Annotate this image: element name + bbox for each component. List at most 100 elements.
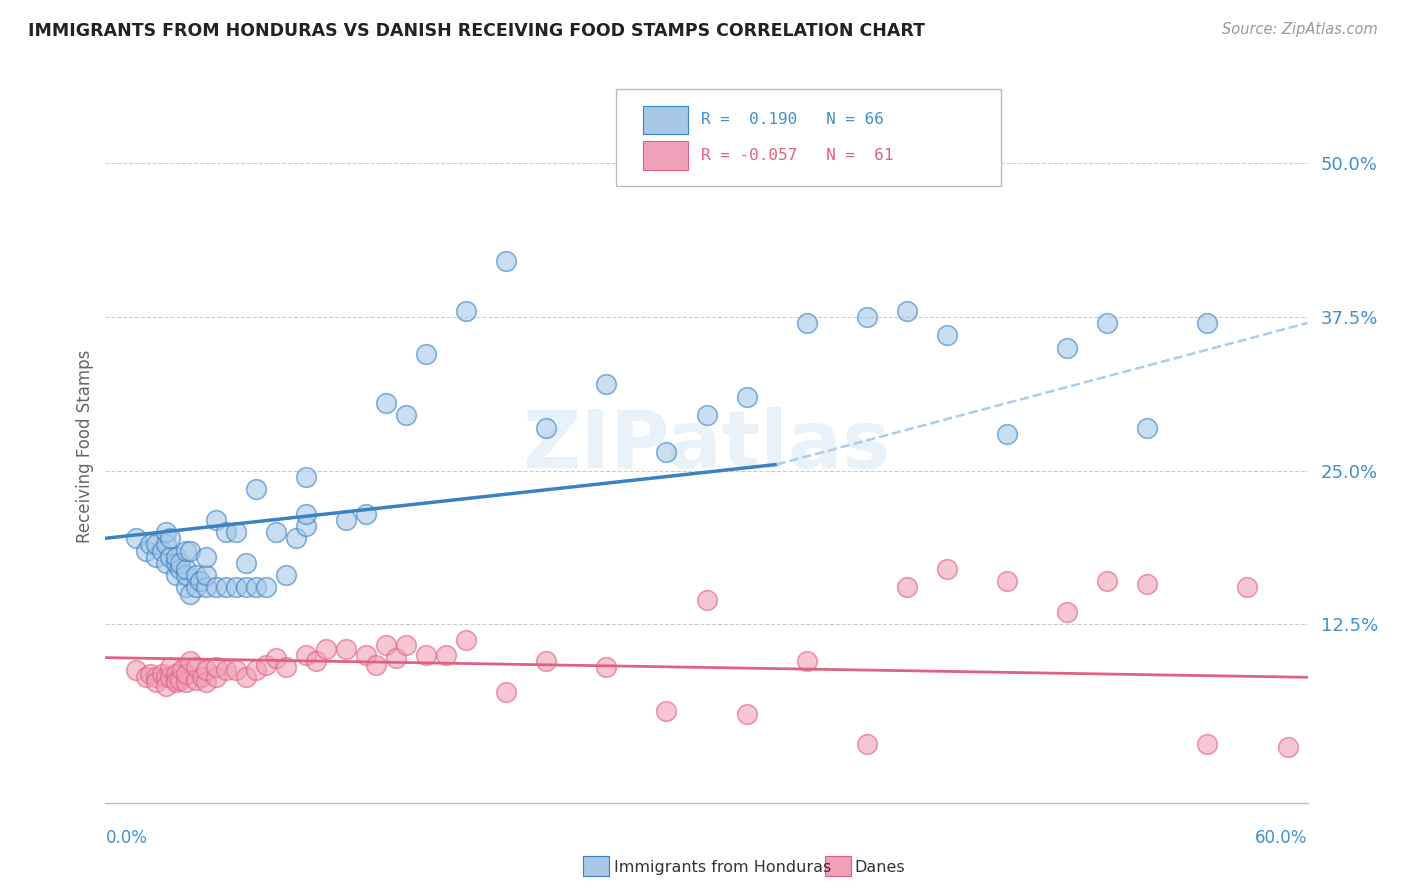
Text: 0.0%: 0.0% [105, 829, 148, 847]
Point [159, 660, 181, 674]
Point [295, 648, 318, 662]
Point [1056, 605, 1078, 619]
Point [696, 592, 718, 607]
Point [138, 537, 160, 551]
Point [995, 426, 1018, 441]
Point [184, 568, 207, 582]
Point [184, 660, 207, 674]
Point [235, 670, 257, 684]
Point [145, 549, 167, 564]
Point [145, 670, 167, 684]
Point [159, 549, 181, 564]
Text: R = -0.057   N =  61: R = -0.057 N = 61 [700, 148, 893, 163]
Point [235, 556, 257, 570]
Point [150, 666, 173, 681]
Point [214, 581, 236, 595]
Point [124, 531, 146, 545]
FancyBboxPatch shape [643, 105, 689, 134]
Point [174, 675, 197, 690]
Point [245, 663, 267, 677]
Point [305, 654, 328, 668]
Point [364, 658, 387, 673]
Point [190, 670, 212, 684]
Point [796, 654, 818, 668]
Point [1197, 316, 1219, 330]
Point [179, 587, 201, 601]
Point [335, 642, 357, 657]
Point [179, 654, 201, 668]
Point [169, 556, 191, 570]
Point [1197, 737, 1219, 751]
Point [155, 556, 177, 570]
Point [225, 663, 247, 677]
Text: Source: ZipAtlas.com: Source: ZipAtlas.com [1222, 22, 1378, 37]
Point [1136, 420, 1159, 434]
Point [796, 316, 818, 330]
Point [204, 660, 226, 674]
Point [165, 568, 187, 582]
Point [204, 513, 226, 527]
Text: IMMIGRANTS FROM HONDURAS VS DANISH RECEIVING FOOD STAMPS CORRELATION CHART: IMMIGRANTS FROM HONDURAS VS DANISH RECEI… [28, 22, 925, 40]
Point [214, 525, 236, 540]
Point [169, 673, 191, 687]
Point [995, 574, 1018, 589]
Point [354, 507, 377, 521]
Point [855, 310, 877, 324]
Point [179, 543, 201, 558]
Point [135, 543, 157, 558]
Point [896, 303, 918, 318]
Point [155, 537, 177, 551]
Point [385, 650, 408, 665]
Point [495, 254, 517, 268]
FancyBboxPatch shape [643, 141, 689, 169]
FancyBboxPatch shape [616, 89, 1001, 186]
Point [655, 704, 678, 718]
Point [395, 409, 418, 423]
Point [315, 642, 337, 657]
Point [254, 581, 277, 595]
Point [274, 660, 297, 674]
Point [174, 543, 197, 558]
Text: Immigrants from Honduras: Immigrants from Honduras [614, 860, 832, 874]
Point [165, 556, 187, 570]
Point [145, 537, 167, 551]
Point [595, 377, 617, 392]
Point [204, 670, 226, 684]
Point [855, 737, 877, 751]
Point [245, 581, 267, 595]
Point [264, 525, 287, 540]
Point [165, 549, 187, 564]
Point [534, 420, 557, 434]
Point [165, 673, 187, 687]
Point [1236, 581, 1258, 595]
Point [194, 675, 217, 690]
Point [225, 525, 247, 540]
Point [174, 562, 197, 576]
Point [194, 663, 217, 677]
Point [454, 303, 477, 318]
Point [135, 670, 157, 684]
Point [245, 482, 267, 496]
Point [735, 707, 758, 722]
Point [214, 663, 236, 677]
Point [155, 679, 177, 693]
Point [696, 409, 718, 423]
Point [454, 633, 477, 648]
Point [204, 581, 226, 595]
Point [1056, 341, 1078, 355]
Point [155, 670, 177, 684]
Point [194, 568, 217, 582]
Point [534, 654, 557, 668]
Point [124, 663, 146, 677]
Point [225, 581, 247, 595]
Text: 60.0%: 60.0% [1256, 829, 1308, 847]
Point [194, 549, 217, 564]
Point [254, 658, 277, 673]
Point [174, 568, 197, 582]
Point [184, 673, 207, 687]
Point [595, 660, 617, 674]
Point [1136, 576, 1159, 591]
Point [174, 581, 197, 595]
Point [354, 648, 377, 662]
Point [138, 666, 160, 681]
